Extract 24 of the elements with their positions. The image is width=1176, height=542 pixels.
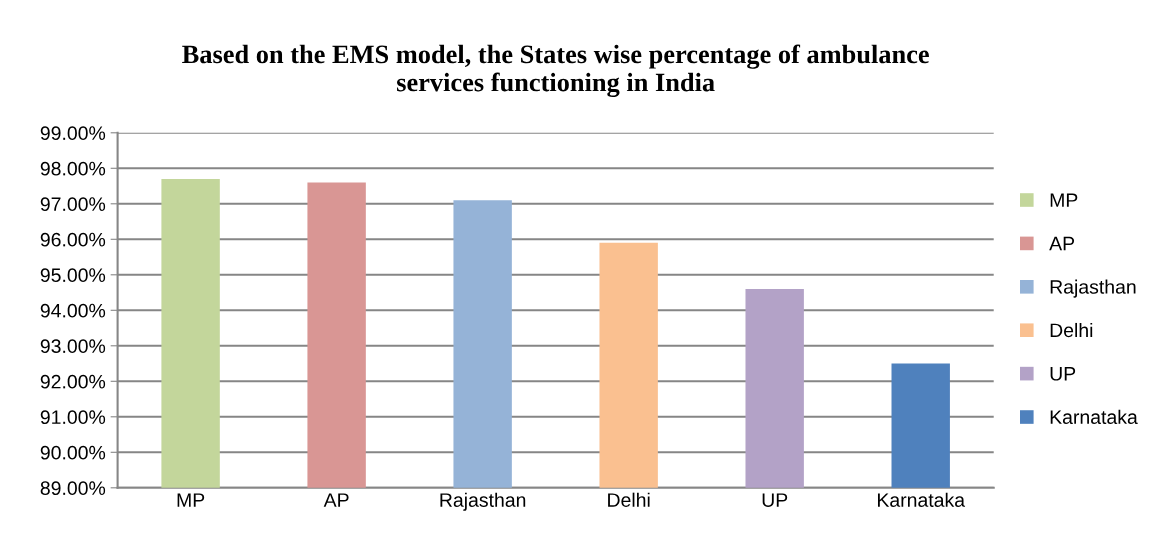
- y-tick-label: 90.00%: [40, 445, 106, 460]
- y-tick-label: 92.00%: [40, 374, 106, 389]
- chart-title: Based on the EMS model, the States wise percentage of ambulance services functioning in India: [182, 44, 929, 97]
- x-tick-label: UP: [762, 493, 788, 507]
- y-tick-label: 91.00%: [40, 410, 106, 425]
- y-tick-label: 89.00%: [40, 481, 106, 496]
- legend-label: Karnataka: [1050, 409, 1138, 425]
- legend-label: UP: [1050, 367, 1076, 381]
- x-tick-label: AP: [323, 493, 349, 507]
- y-tick-label: 93.00%: [40, 339, 106, 354]
- legend-label: Rajasthan: [1050, 279, 1136, 298]
- x-tick-label: Karnataka: [877, 492, 966, 507]
- y-tick-label: 98.00%: [40, 161, 106, 176]
- y-tick-label: 94.00%: [40, 303, 106, 318]
- legend-label: Delhi: [1050, 322, 1093, 338]
- y-tick-label: 96.00%: [40, 232, 106, 247]
- legend-label: MP: [1050, 193, 1078, 207]
- x-tick-label: Rajasthan: [440, 492, 526, 511]
- y-tick-label: 99.00%: [40, 126, 106, 141]
- y-tick-label: 95.00%: [40, 268, 106, 283]
- x-tick-label: MP: [177, 493, 205, 507]
- legend-label: AP: [1049, 236, 1075, 251]
- x-tick-label: Delhi: [608, 492, 650, 507]
- y-tick-label: 97.00%: [40, 197, 106, 212]
